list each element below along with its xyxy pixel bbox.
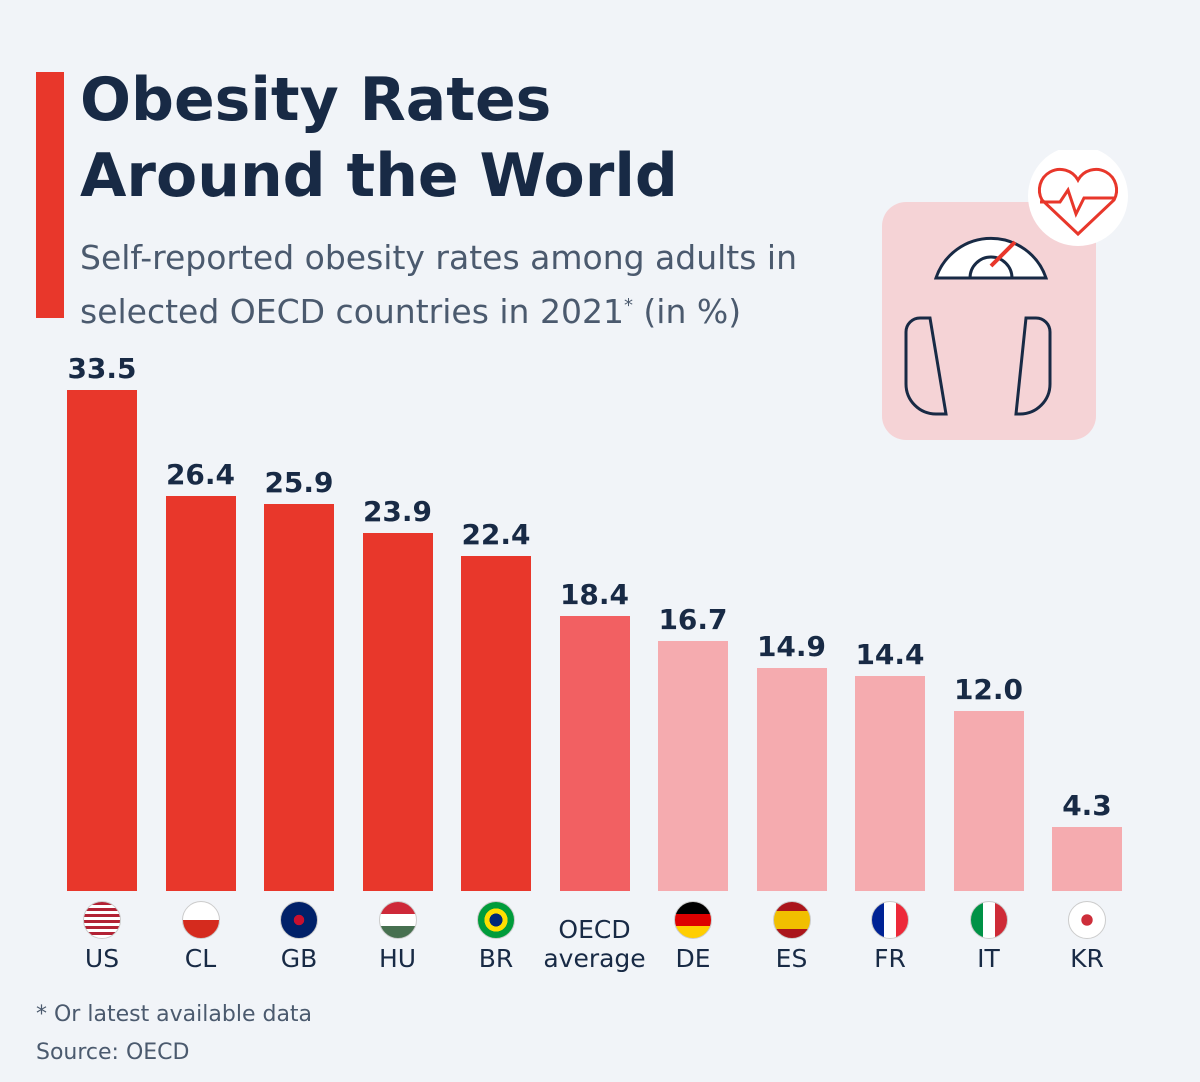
bar (362, 533, 433, 891)
bar (953, 711, 1024, 891)
flag-icon (378, 901, 417, 939)
flag-icon (1068, 901, 1106, 939)
subtitle-mark: * (623, 295, 633, 316)
bar (264, 503, 334, 891)
value-label: 4.3 (1062, 788, 1112, 822)
x-tick-label: GB (280, 944, 318, 973)
flag-icon (871, 901, 909, 939)
chart-title: Obesity Rates Around the World (80, 65, 678, 211)
bar (756, 668, 827, 891)
bar (67, 389, 137, 891)
value-label: 16.7 (658, 603, 728, 637)
x-tick-label: OECD average (543, 915, 646, 973)
value-label: 23.9 (362, 495, 433, 529)
flag-icon (772, 901, 811, 939)
x-tick-label: KR (1070, 944, 1104, 973)
flag-icon (674, 901, 712, 939)
flag-icon (969, 901, 1008, 939)
bar (559, 615, 630, 891)
value-label: 26.4 (165, 458, 236, 492)
value-label: 12.0 (953, 673, 1024, 707)
flag-icon (280, 901, 318, 939)
x-tick-label: BR (478, 944, 514, 973)
chart-subtitle: Self-reported obesity rates among adults… (80, 234, 840, 336)
x-tick-label: FR (874, 944, 906, 973)
bar (658, 641, 728, 891)
x-tick-label: IT (977, 944, 1000, 973)
bar (165, 496, 236, 891)
source: Source: OECD (36, 1040, 190, 1065)
x-tick-label: US (84, 944, 120, 973)
scale-illustration (882, 150, 1128, 440)
flag-icon (477, 901, 515, 939)
flag-icon (181, 901, 220, 939)
value-label: 18.4 (559, 577, 630, 611)
value-label: 14.9 (756, 630, 827, 664)
accent-bar (36, 72, 64, 318)
bar (855, 675, 925, 891)
value-label: 33.5 (67, 351, 137, 385)
bar (1052, 826, 1122, 891)
subtitle-unit: (in %) (632, 292, 742, 331)
footnote: * Or latest available data (36, 1002, 313, 1027)
value-label: 22.4 (461, 517, 531, 551)
value-label: 14.4 (855, 637, 925, 671)
value-label: 25.9 (264, 465, 334, 499)
x-tick-label: DE (675, 944, 711, 973)
bar (461, 555, 531, 891)
subtitle-text: Self-reported obesity rates among adults… (80, 238, 798, 331)
flag-icon (83, 901, 121, 939)
x-tick-label: HU (378, 944, 417, 973)
x-tick-label: ES (775, 944, 808, 973)
x-tick-label: CL (184, 944, 217, 973)
